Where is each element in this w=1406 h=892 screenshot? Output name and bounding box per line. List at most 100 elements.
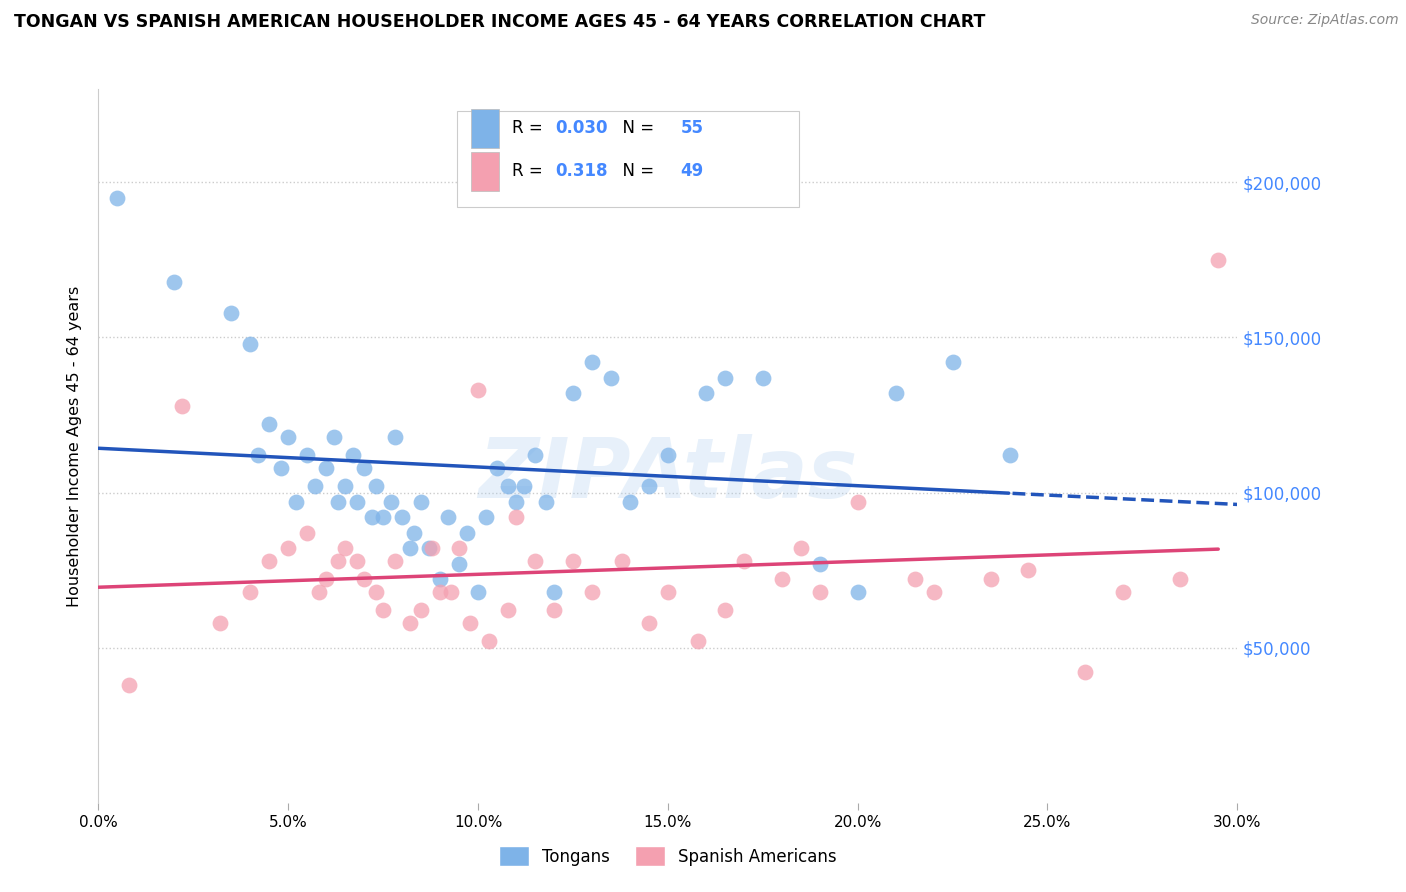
Point [922, 584, 945, 599]
Point [474, 510, 496, 524]
FancyBboxPatch shape [457, 111, 799, 207]
Text: TONGAN VS SPANISH AMERICAN HOUSEHOLDER INCOME AGES 45 - 64 YEARS CORRELATION CHA: TONGAN VS SPANISH AMERICAN HOUSEHOLDER I… [14, 13, 986, 31]
Text: Source: ZipAtlas.com: Source: ZipAtlas.com [1251, 13, 1399, 28]
Point [512, 479, 534, 493]
Point [391, 510, 413, 524]
Point [942, 355, 965, 369]
Point [1018, 563, 1040, 577]
Point [998, 448, 1021, 462]
Point [221, 305, 243, 319]
Point [398, 615, 420, 630]
Point [449, 541, 471, 556]
Legend: Tongans, Spanish Americans: Tongans, Spanish Americans [492, 839, 844, 873]
Point [808, 557, 831, 571]
Point [440, 584, 463, 599]
Point [1112, 584, 1135, 599]
Point [384, 430, 406, 444]
Point [695, 386, 717, 401]
Point [562, 386, 585, 401]
Point [449, 557, 471, 571]
Point [402, 525, 425, 540]
Point [581, 355, 603, 369]
Point [170, 399, 193, 413]
Point [398, 541, 420, 556]
Point [380, 495, 402, 509]
Point [342, 448, 364, 462]
Text: 0.318: 0.318 [555, 162, 607, 180]
Point [657, 448, 679, 462]
Point [1170, 573, 1192, 587]
Point [638, 479, 661, 493]
Point [163, 275, 186, 289]
Point [239, 336, 262, 351]
Point [808, 584, 831, 599]
Point [315, 573, 337, 587]
Point [543, 584, 565, 599]
Text: 0.030: 0.030 [555, 120, 607, 137]
Point [384, 554, 406, 568]
Point [353, 460, 375, 475]
Point [688, 634, 710, 648]
Point [429, 584, 451, 599]
Point [979, 573, 1001, 587]
Point [478, 634, 501, 648]
Point [790, 541, 813, 556]
Point [246, 448, 269, 462]
Point [411, 495, 433, 509]
Text: N =: N = [612, 120, 659, 137]
Point [346, 495, 368, 509]
Text: ZIPAtlas: ZIPAtlas [478, 434, 858, 515]
Point [1074, 665, 1097, 680]
Point [486, 460, 509, 475]
Point [259, 554, 281, 568]
Point [304, 479, 326, 493]
Point [326, 495, 349, 509]
Point [657, 584, 679, 599]
Point [315, 460, 337, 475]
Point [638, 615, 661, 630]
Point [460, 615, 482, 630]
Point [524, 448, 547, 462]
Point [600, 370, 623, 384]
Point [297, 448, 319, 462]
Point [364, 584, 387, 599]
Point [904, 573, 927, 587]
Point [581, 584, 603, 599]
Point [107, 191, 129, 205]
Point [270, 460, 292, 475]
Point [714, 370, 737, 384]
Point [752, 370, 775, 384]
Text: R =: R = [512, 162, 553, 180]
Point [411, 603, 433, 617]
Point [326, 554, 349, 568]
Point [429, 573, 451, 587]
Point [364, 479, 387, 493]
Point [360, 510, 382, 524]
Point [714, 603, 737, 617]
Point [297, 525, 319, 540]
Point [353, 573, 375, 587]
Point [418, 541, 440, 556]
Point [733, 554, 755, 568]
Bar [471, 109, 499, 148]
Point [467, 584, 489, 599]
Point [536, 495, 558, 509]
Point [284, 495, 307, 509]
Point [422, 541, 444, 556]
Point [335, 479, 357, 493]
Text: 55: 55 [681, 120, 703, 137]
Point [846, 495, 869, 509]
Point [612, 554, 634, 568]
Point [259, 417, 281, 432]
Point [543, 603, 565, 617]
Point [505, 510, 527, 524]
Point [277, 430, 299, 444]
Point [118, 678, 141, 692]
Point [371, 510, 394, 524]
Point [1208, 252, 1230, 267]
Point [208, 615, 231, 630]
Point [456, 525, 478, 540]
Y-axis label: Householder Income Ages 45 - 64 years: Householder Income Ages 45 - 64 years [67, 285, 83, 607]
Point [562, 554, 585, 568]
Point [524, 554, 547, 568]
